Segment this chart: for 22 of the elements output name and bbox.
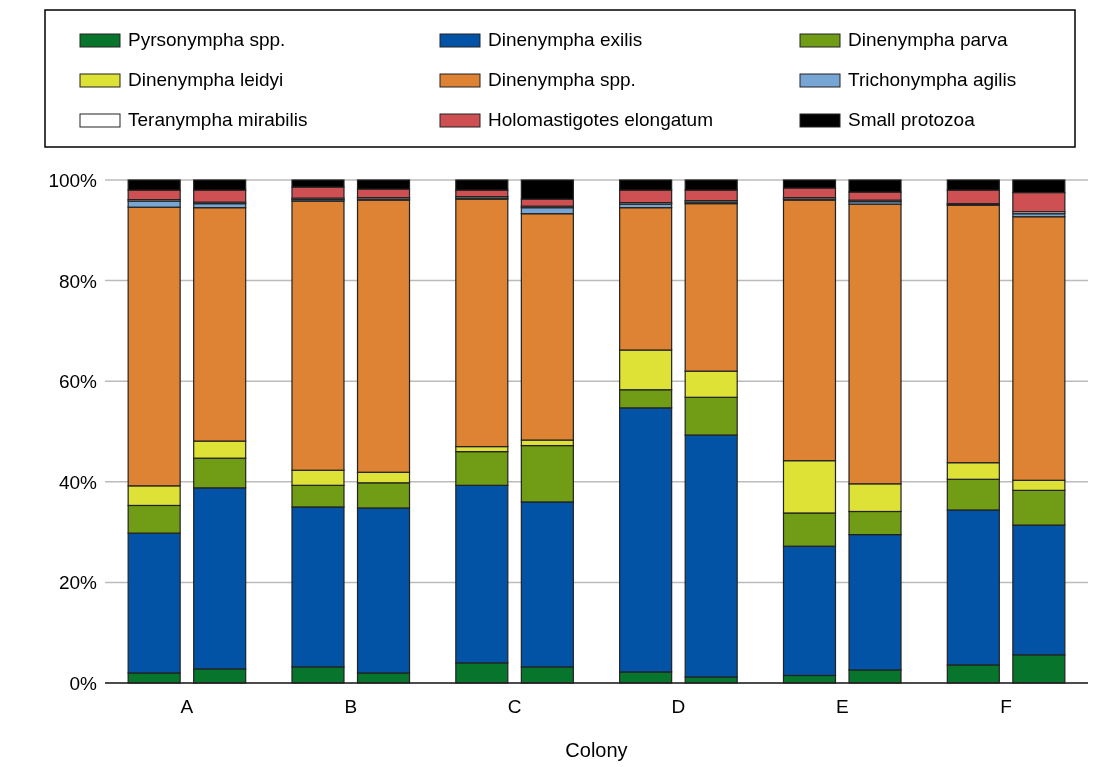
x-tick-label: C (507, 696, 522, 717)
y-tick-label: 40% (58, 471, 98, 493)
legend-label: Dinenympha exilis (488, 29, 643, 50)
x-tick-label: B (344, 696, 358, 717)
x-tick-label: D (671, 696, 686, 717)
y-tick-label: 20% (58, 572, 98, 594)
legend-label: Holomastigotes elongatum (488, 109, 713, 130)
y-tick-label: 60% (58, 371, 98, 393)
legend-label: Dinenympha parva (848, 29, 1008, 50)
legend-label: Small protozoa (848, 109, 976, 130)
legend-label: Teranympha mirabilis (128, 109, 308, 130)
x-tick-label: F (1000, 696, 1012, 717)
legend-label: Pyrsonympha spp. (128, 29, 286, 50)
x-tick-label: A (180, 696, 194, 717)
legend-label: Trichonympha agilis (848, 69, 1017, 90)
y-tick-label: 80% (58, 270, 98, 292)
x-tick-label: E (835, 696, 849, 717)
legend-label: Dinenympha spp. (488, 69, 636, 90)
y-tick-label: 0% (69, 673, 98, 694)
legend-label: Dinenympha leidyi (128, 69, 284, 90)
x-axis-title: Colony (565, 739, 628, 761)
y-tick-label: 100% (48, 170, 98, 191)
